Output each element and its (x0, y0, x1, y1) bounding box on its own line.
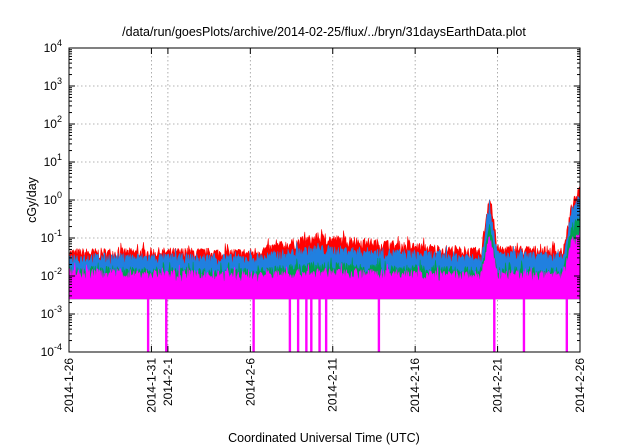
y-tick-label: 10-1 (41, 228, 62, 245)
tick-labels: 10-4 10-3 10-2 10-1 100 101 102 103 104 2014-1-26… (41, 38, 587, 413)
series-area-4 (68, 226, 581, 300)
magenta-dropout (252, 298, 255, 352)
magenta-dropout (493, 298, 496, 352)
magenta-dropout (522, 298, 526, 352)
magenta-dropout (165, 298, 168, 352)
x-tick-label: 2014-2-11 (326, 358, 340, 412)
magenta-dropout (305, 298, 308, 352)
x-axis-label: Coordinated Universal Time (UTC) (228, 431, 420, 445)
y-axis-label: cGy/day (25, 176, 39, 223)
y-tick-label: 103 (44, 76, 62, 93)
data-area (68, 186, 581, 352)
y-tick-label: 10-2 (41, 266, 62, 283)
x-tick-label: 2014-1-31 (144, 358, 158, 413)
magenta-dropout (146, 298, 150, 352)
x-tick-label: 2014-2-21 (491, 358, 505, 413)
axis-ticks (68, 47, 581, 353)
magenta-dropout (318, 298, 321, 352)
magenta-dropout (377, 298, 381, 352)
y-tick-label: 101 (44, 152, 62, 169)
magenta-dropout (296, 298, 300, 352)
y-tick-label: 10-4 (41, 342, 62, 359)
y-tick-label: 10-3 (41, 304, 62, 321)
magenta-dropout (288, 298, 292, 352)
magenta-dropout (565, 298, 569, 352)
y-tick-label: 102 (44, 114, 62, 131)
magenta-dropout (324, 298, 328, 352)
x-tick-label: 2014-1-26 (62, 358, 76, 413)
grid (69, 48, 580, 352)
x-tick-label: 2014-2-16 (408, 358, 422, 413)
magenta-dropout (310, 298, 313, 352)
y-tick-label: 104 (44, 38, 62, 55)
y-tick-label: 100 (44, 190, 62, 207)
x-tick-label: 2014-2-6 (243, 358, 257, 406)
x-tick-label: 2014-2-1 (161, 358, 175, 406)
chart-title: /data/run/goesPlots/archive/2014-02-25/f… (122, 25, 526, 39)
x-tick-label: 2014-2-26 (573, 358, 587, 413)
